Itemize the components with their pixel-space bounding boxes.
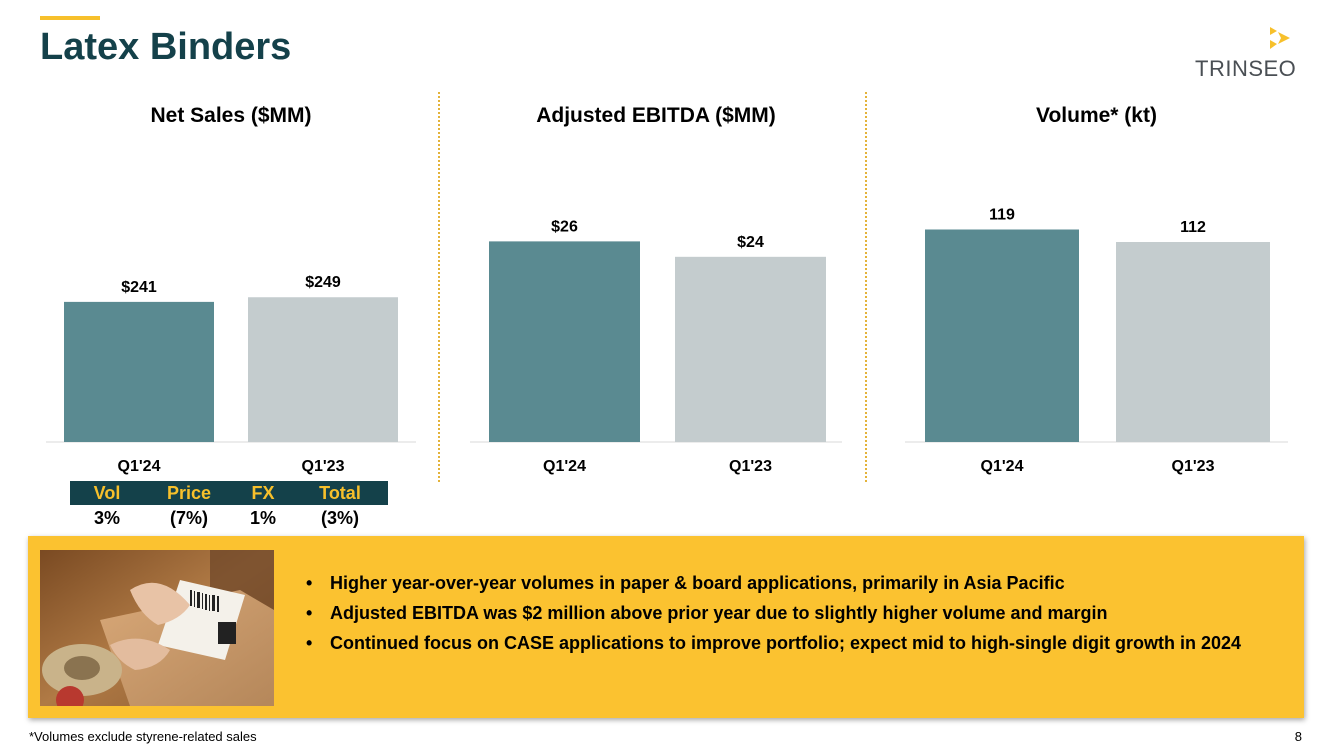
category-tick-label: Q1'23 [729, 458, 772, 475]
bar-q123 [248, 297, 398, 442]
trinseo-logo: TRINSEO [1192, 26, 1302, 81]
adjusted-ebitda-chart-title: Adjusted EBITDA ($MM) [536, 104, 776, 127]
bar-q124 [64, 301, 214, 442]
bar-q124 [925, 229, 1079, 442]
adjusted-ebitda-chart: Adjusted EBITDA ($MM) $26 Q1'24 $24 Q1'23 [470, 92, 842, 492]
net-sales-chart: Net Sales ($MM) $241 Q1'24 $249 Q1'23 [46, 92, 416, 492]
volume-chart-plot: 119 Q1'24 112 Q1'23 [905, 207, 1288, 475]
bridge-header-fx: FX [251, 482, 275, 503]
net-sales-chart-plot: $241 Q1'24 $249 Q1'23 [46, 274, 416, 475]
volume-chart: Volume* (kt) 119 Q1'24 112 Q1'23 [905, 92, 1288, 492]
bridge-value-price: (7%) [169, 507, 208, 528]
highlights-bullet-list: Higher year-over-year volumes in paper &… [304, 572, 1264, 662]
highlight-bullet: Continued focus on CASE applications to … [304, 632, 1264, 654]
adjusted-ebitda-chart-plot: $26 Q1'24 $24 Q1'23 [470, 218, 842, 475]
bar-value-label: $249 [305, 274, 341, 291]
trinseo-logo-icon [1270, 27, 1290, 49]
net-sales-chart-title: Net Sales ($MM) [150, 104, 312, 127]
title-accent-line [40, 16, 100, 20]
category-tick-label: Q1'23 [1172, 458, 1215, 475]
bridge-value-row: 3% (7%) 1% (3%) [70, 505, 388, 531]
sales-bridge-table: Vol Price FX Total 3% (7%) 1% (3%) [70, 481, 388, 531]
bridge-value-total: (3%) [320, 507, 359, 528]
bridge-value-fx: 1% [249, 507, 276, 528]
bar-q124 [489, 241, 640, 442]
bridge-header-row: Vol Price FX Total [70, 481, 388, 505]
bridge-header-vol: Vol [93, 482, 121, 503]
volume-chart-title: Volume* (kt) [1036, 104, 1157, 127]
category-tick-label: Q1'23 [302, 458, 345, 475]
highlight-bullet: Higher year-over-year volumes in paper &… [304, 572, 1264, 594]
category-tick-label: Q1'24 [981, 458, 1024, 475]
footnote: *Volumes exclude styrene-related sales [29, 729, 257, 744]
page-number: 8 [1294, 729, 1302, 744]
category-tick-label: Q1'24 [543, 458, 586, 475]
page-title: Latex Binders [40, 26, 292, 68]
logo-text: TRINSEO [1195, 56, 1297, 81]
bridge-value-vol: 3% [93, 507, 120, 528]
bar-q123 [1116, 242, 1270, 442]
chart-divider-2 [865, 92, 867, 482]
bar-value-label: $26 [551, 218, 578, 235]
bar-value-label: 112 [1180, 219, 1206, 236]
highlight-bullet: Adjusted EBITDA was $2 million above pri… [304, 602, 1264, 624]
category-tick-label: Q1'24 [118, 458, 161, 475]
bar-value-label: $241 [121, 279, 157, 296]
bridge-header-total: Total [319, 482, 361, 503]
bar-q123 [675, 256, 826, 442]
bridge-header-price: Price [166, 482, 212, 503]
bar-value-label: $24 [737, 234, 764, 251]
highlights-panel: Higher year-over-year volumes in paper &… [28, 536, 1304, 718]
chart-divider-1 [438, 92, 440, 482]
bar-value-label: 119 [989, 207, 1015, 224]
shipping-package-photo [40, 550, 274, 706]
